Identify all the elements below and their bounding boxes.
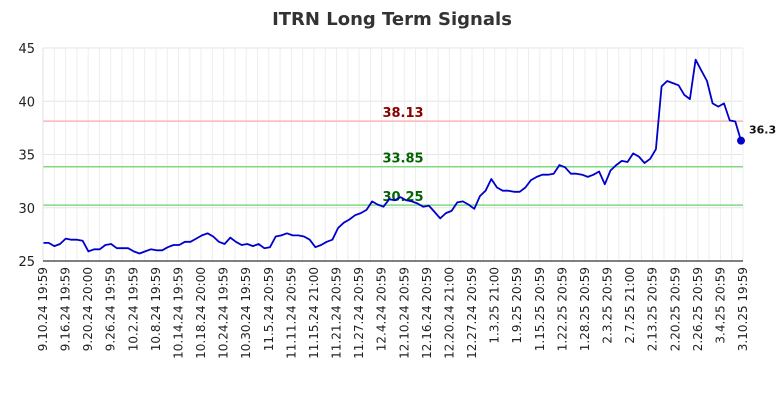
- reference-line-label: 38.13: [382, 106, 423, 121]
- x-tick-label: 1.3.25 21:00: [488, 267, 502, 344]
- x-tick-label: 11.5.24 20:59: [262, 267, 276, 351]
- last-value-label: 36.3: [749, 124, 776, 137]
- x-tick-label: 1.22.25 20:59: [555, 267, 569, 351]
- x-tick-label: 1.9.25 20:59: [510, 267, 524, 344]
- x-tick-label: 9.16.24 19:59: [59, 267, 73, 351]
- x-tick-label: 9.26.24 19:59: [104, 267, 118, 351]
- last-point-marker: [737, 136, 745, 145]
- reference-line-label: 33.85: [382, 152, 423, 167]
- x-tick-label: 2.7.25 21:00: [623, 267, 637, 344]
- x-tick-label: 12.10.24 20:59: [397, 267, 411, 359]
- axes: 25 30 35 40 45 9.10.24 19:59 9.16.24 19:59 9.20…: [18, 42, 750, 359]
- x-tick-label: 9.10.24 19:59: [36, 267, 50, 351]
- x-tick-label: 12.20.24 21:00: [442, 267, 456, 359]
- x-tick-label: 3.10.25 19:59: [736, 267, 750, 351]
- x-tick-label: 10.24.24 19:59: [217, 267, 231, 359]
- y-tick-label: 30: [18, 202, 35, 217]
- x-tick-label: 3.4.25 20:59: [713, 267, 727, 344]
- x-tick-label: 1.15.25 20:59: [533, 267, 547, 351]
- x-tick-label: 11.15.24 21:00: [307, 267, 321, 359]
- x-tick-label: 10.18.24 20:00: [194, 267, 208, 359]
- series-layer: 36.3: [43, 58, 776, 255]
- x-tick-label: 12.16.24 20:59: [420, 267, 434, 359]
- x-tick-label: 9.20.24 20:00: [81, 267, 95, 351]
- x-tick-label: 11.21.24 20:59: [330, 267, 344, 359]
- x-tick-label: 2.26.25 20:59: [691, 267, 705, 351]
- x-tick-label: 10.2.24 19:59: [126, 267, 140, 351]
- y-tick-label: 45: [18, 42, 35, 57]
- x-tick-label: 11.11.24 20:59: [284, 267, 298, 359]
- y-tick-label: 40: [18, 95, 35, 110]
- x-tick-label: 10.30.24 19:59: [239, 267, 253, 359]
- x-tick-label: 10.14.24 19:59: [171, 267, 185, 359]
- x-tick-label: 11.27.24 20:59: [352, 267, 366, 359]
- y-tick-label: 25: [18, 255, 35, 270]
- x-tick-label: 2.3.25 20:59: [601, 267, 615, 344]
- y-tick-label: 35: [18, 149, 35, 164]
- chart-title: ITRN Long Term Signals: [272, 9, 512, 30]
- x-tick-label: 12.4.24 20:59: [375, 267, 389, 351]
- x-tick-label: 10.8.24 19:59: [149, 267, 163, 351]
- series-line: [43, 58, 742, 255]
- x-tick-label: 1.28.25 20:59: [578, 267, 592, 351]
- x-tick-label: 12.27.24 20:59: [465, 267, 479, 359]
- x-tick-label: 2.13.25 20:59: [646, 267, 660, 351]
- x-tick-label: 2.20.25 20:59: [668, 267, 682, 351]
